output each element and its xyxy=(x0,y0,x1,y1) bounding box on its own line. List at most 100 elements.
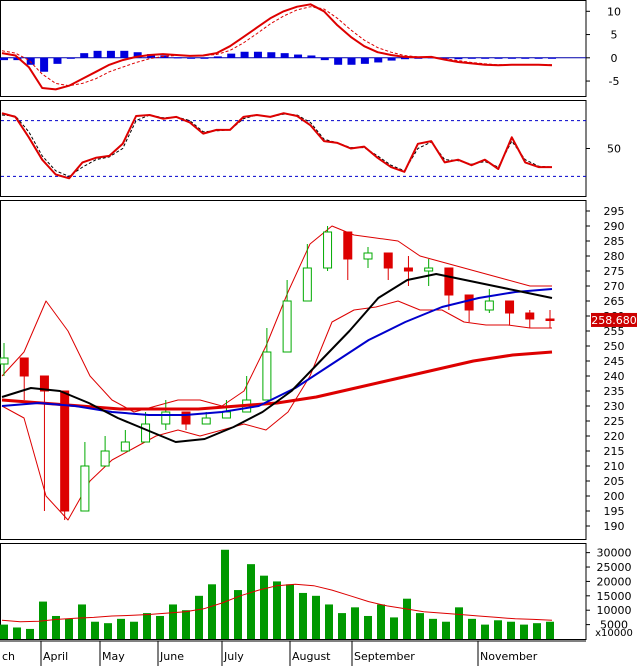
price-tick-label: 245 xyxy=(604,355,625,368)
volume-bar xyxy=(234,590,242,639)
candle-body xyxy=(0,357,9,365)
macd-tick-label: -5 xyxy=(609,75,620,88)
price-tick-label: 230 xyxy=(604,400,625,413)
month-label: ch xyxy=(2,650,15,663)
month-label: April xyxy=(43,650,68,663)
oscillator-main-line xyxy=(1,112,552,180)
volume-bar xyxy=(286,584,294,639)
macd-histogram-bar xyxy=(80,53,89,58)
volume-bar xyxy=(143,613,151,639)
price-tick-label: 195 xyxy=(604,505,625,518)
price-tick-label: 200 xyxy=(604,490,625,503)
volume-bar xyxy=(325,604,333,639)
month-label: July xyxy=(223,650,244,663)
macd-histogram-bar xyxy=(200,57,209,59)
volume-frame xyxy=(0,543,587,640)
volume-bar xyxy=(403,598,411,639)
volume-bar xyxy=(26,628,34,639)
volume-bar xyxy=(130,621,138,639)
volume-bar xyxy=(208,584,216,639)
macd-histogram-bar xyxy=(133,52,142,58)
volume-bar xyxy=(507,621,515,639)
current-price-badge xyxy=(591,312,637,327)
macd-histogram-bar xyxy=(280,53,289,58)
macd-histogram-bar xyxy=(400,57,409,60)
volume-bar xyxy=(351,607,359,639)
macd-histogram-bar xyxy=(467,57,476,59)
volume-bar xyxy=(0,624,8,639)
bollinger-upper-band xyxy=(1,225,552,413)
candle-body xyxy=(100,450,110,467)
macd-histogram-bar xyxy=(387,57,396,61)
price-tick-label: 255 xyxy=(604,325,625,338)
candle-body xyxy=(141,423,151,443)
candle-body xyxy=(484,300,494,311)
macd-histogram-bar xyxy=(53,57,62,64)
candle-body xyxy=(363,252,373,260)
volume-bar xyxy=(195,595,203,639)
macd-histogram-bar xyxy=(494,57,503,59)
macd-histogram-bar xyxy=(320,57,329,61)
macd-frame xyxy=(0,0,587,97)
price-tick-label: 290 xyxy=(604,220,625,233)
macd-line xyxy=(1,3,553,91)
price-tick-label: 235 xyxy=(604,385,625,398)
volume-bar xyxy=(169,604,177,639)
volume-tick-label: 25000 xyxy=(597,561,632,574)
volume-bar xyxy=(156,615,164,639)
volume-bar xyxy=(13,627,21,639)
macd-tick-label: 0 xyxy=(611,52,618,65)
volume-bar xyxy=(182,610,190,639)
candle-body xyxy=(464,294,474,311)
candle-body xyxy=(120,441,130,452)
macd-panel: 10 5 0 -5 xyxy=(0,0,621,97)
candle-body xyxy=(302,267,312,302)
price-tick-label: 265 xyxy=(604,295,625,308)
volume-unit-label: x10000 xyxy=(595,628,633,639)
macd-histogram-bar xyxy=(93,50,102,58)
macd-tick-label: 10 xyxy=(607,5,621,18)
macd-histogram-bar xyxy=(26,57,35,65)
volume-bar xyxy=(299,592,307,639)
volume-bar xyxy=(312,595,320,639)
volume-bar xyxy=(416,613,424,639)
price-tick-label: 280 xyxy=(604,250,625,263)
macd-histogram-bar xyxy=(40,57,49,72)
macd-histogram-bar xyxy=(227,53,236,58)
volume-bar xyxy=(520,624,528,639)
volume-bar xyxy=(494,620,502,639)
volume-tick-label: 30000 xyxy=(597,547,632,560)
current-price-label: 258.680 xyxy=(591,314,637,327)
macd-tick-label: 5 xyxy=(611,29,618,42)
candle-body xyxy=(444,267,454,296)
volume-tick-label: 5000 xyxy=(600,619,628,632)
candle-body xyxy=(282,300,292,353)
volume-bar xyxy=(429,618,437,639)
oscillator-tick-label: 50 xyxy=(607,143,621,156)
macd-histogram-bar xyxy=(307,55,316,58)
macd-signal-line xyxy=(1,6,552,87)
price-tick-label: 205 xyxy=(604,475,625,488)
candle-body xyxy=(403,267,413,272)
macd-histogram-bar xyxy=(548,57,556,59)
volume-bar xyxy=(455,607,463,639)
price-tick-label: 275 xyxy=(604,265,625,278)
macd-histogram-bar xyxy=(147,54,156,58)
macd-histogram-bar xyxy=(66,57,75,59)
volume-bar xyxy=(52,615,60,639)
macd-histogram-bar xyxy=(454,57,463,60)
candle-body xyxy=(80,465,90,512)
volume-bar xyxy=(533,623,541,639)
month-label: September xyxy=(354,650,415,663)
volume-moving-average xyxy=(1,583,553,623)
macd-histogram-bar xyxy=(507,57,516,59)
macd-histogram-bar xyxy=(173,57,182,59)
price-tick-label: 295 xyxy=(604,205,625,218)
macd-histogram-bar xyxy=(0,57,8,61)
volume-bar xyxy=(65,618,73,639)
month-label: November xyxy=(480,650,538,663)
moving-average-short xyxy=(1,273,553,443)
volume-tick-label: 20000 xyxy=(597,575,632,588)
